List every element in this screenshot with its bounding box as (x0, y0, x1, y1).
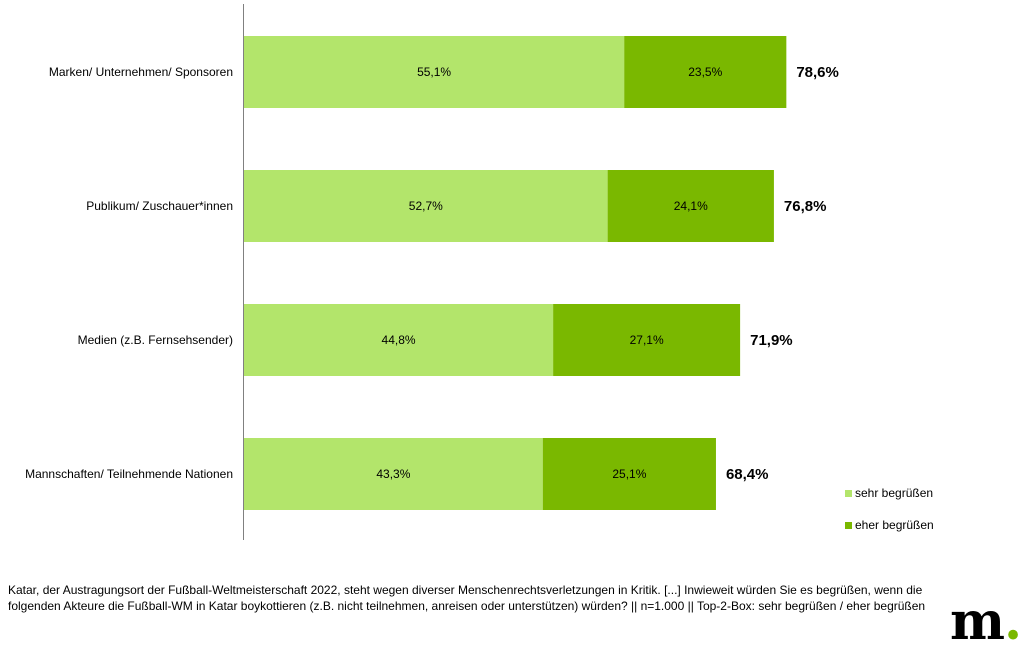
bar-eher-begr-en-medien-z-b-fernsehsender (553, 304, 741, 376)
data-label-sehr-begr-en-medien-z-b-fernsehsender: 44,8% (382, 333, 416, 347)
bar-eher-begr-en-marken-unternehmen-sponsoren (624, 36, 787, 108)
stacked-bar-chart: Marken/ Unternehmen/ Sponsoren 55,1% 23,5%… (25, 4, 839, 540)
data-label-sehr-begr-en-mannschaften-teilnehmende-nationen: 43,3% (376, 467, 410, 481)
data-label-sehr-begr-en-marken-unternehmen-sponsoren: 55,1% (417, 65, 451, 79)
bar-sehr-begr-en-publikum-zuschauer-innen (244, 170, 608, 242)
total-label-medien-z-b-fernsehsender: 71,9% (750, 332, 793, 349)
total-label-mannschaften-teilnehmende-nationen: 68,4% (726, 466, 769, 483)
category-label-medien-z-b-fernsehsender: Medien (z.B. Fernsehsender) (78, 333, 233, 347)
bar-sehr-begr-en-marken-unternehmen-sponsoren (244, 36, 625, 108)
legend: sehr begrüßen eher begrüßen (845, 486, 934, 550)
total-label-marken-unternehmen-sponsoren: 78,6% (796, 64, 839, 81)
category-label-marken-unternehmen-sponsoren: Marken/ Unternehmen/ Sponsoren (49, 65, 233, 79)
logo-letter: m (950, 591, 1005, 652)
logo-dot: . (1004, 591, 1022, 652)
data-label-eher-begr-en-publikum-zuschauer-innen: 24,1% (674, 199, 708, 213)
category-label-mannschaften-teilnehmende-nationen: Mannschaften/ Teilnehmende Nationen (25, 467, 233, 481)
legend-swatch-sehr-begruessen (845, 489, 852, 497)
bar-sehr-begr-en-mannschaften-teilnehmende-nationen (244, 438, 543, 510)
bar-sehr-begr-en-medien-z-b-fernsehsender (244, 304, 554, 376)
bar-eher-begr-en-mannschaften-teilnehmende-nationen (542, 438, 716, 510)
bar-eher-begr-en-publikum-zuschauer-innen (607, 170, 774, 242)
data-label-eher-begr-en-marken-unternehmen-sponsoren: 23,5% (688, 65, 722, 79)
footnote: Katar, der Austragungsort der Fußball-We… (8, 583, 926, 613)
category-label-publikum-zuschauer-innen: Publikum/ Zuschauer*innen (86, 199, 233, 213)
legend-label-sehr-begruessen: sehr begrüßen (855, 486, 934, 500)
total-label-publikum-zuschauer-innen: 76,8% (784, 198, 827, 215)
brand-logo: m. (950, 596, 1022, 648)
data-label-sehr-begr-en-publikum-zuschauer-innen: 52,7% (409, 199, 443, 213)
bars-layer: Marken/ Unternehmen/ Sponsoren 55,1% 23,5%… (25, 36, 839, 510)
legend-item-sehr-begruessen: sehr begrüßen (845, 486, 934, 500)
data-label-eher-begr-en-mannschaften-teilnehmende-nationen: 25,1% (612, 467, 646, 481)
legend-item-eher-begruessen: eher begrüßen (845, 518, 934, 532)
legend-label-eher-begruessen: eher begrüßen (855, 518, 934, 532)
data-label-eher-begr-en-medien-z-b-fernsehsender: 27,1% (630, 333, 664, 347)
legend-swatch-eher-begruessen (845, 521, 852, 529)
